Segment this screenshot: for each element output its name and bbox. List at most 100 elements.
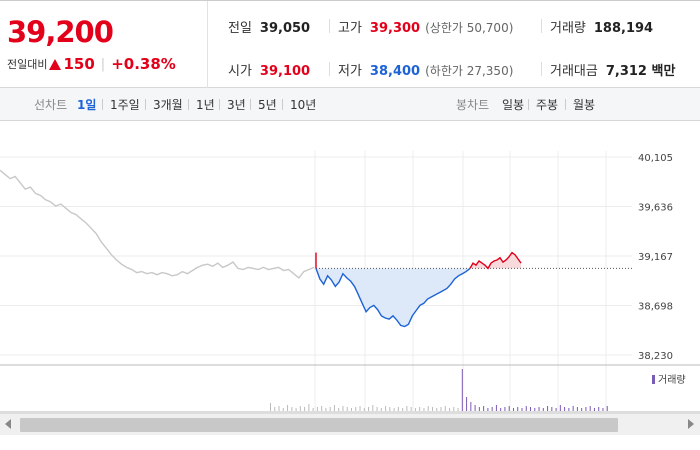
series-below-reference-line [315,267,471,328]
upper-limit: (상한가 50,700) [425,21,514,35]
high-value: 39,300 [369,21,421,36]
volume-bar [278,406,280,411]
volume-bar [333,405,335,411]
volume-bar [368,407,370,411]
intraday-price-chart[interactable]: 40,105 39,636 39,167 38,698 38,230 거래량 [0,121,700,413]
amount-cell: 거래대금 7,312 백만 [550,60,675,79]
up-triangle-icon [49,58,62,70]
toolbar-divider [250,99,251,110]
volume-bar [342,406,344,411]
volume-bar [572,406,574,411]
candle-monthly-button[interactable]: 월봉 [573,98,596,112]
volume-bar [453,407,455,411]
volume-bar [487,408,489,411]
volume-bar [568,408,570,411]
divider [329,19,330,33]
prev-close-label: 전일 [228,21,252,36]
volume-bar [564,407,566,411]
volume-bar [547,406,549,411]
volume-bar [466,397,468,411]
divider [541,62,542,76]
bottom-strip [0,435,700,450]
change-value: 150 [63,55,95,73]
volume-bar [410,407,412,411]
candle-daily-button[interactable]: 일봉 [502,98,525,112]
series-above-reference-line [469,251,522,270]
volume-bar [282,408,284,411]
volume-bar [363,408,365,411]
candle-weekly-button[interactable]: 주봉 [536,98,559,112]
volume-value: 188,194 [593,21,654,36]
open-value: 39,100 [259,64,311,79]
volume-bar [427,406,429,411]
volume-bar [316,407,318,411]
volume-bar [581,408,583,411]
volume-bar [346,407,348,411]
volume-bar [402,408,404,411]
volume-bar [576,407,578,411]
volume-bar [534,408,536,411]
volume-bar [380,408,382,411]
scrollbar-thumb[interactable] [20,418,618,432]
volume-bar [585,407,587,411]
toolbar-divider [219,99,220,110]
period-3month-button[interactable]: 3개월 [153,98,183,112]
volume-bar [444,406,446,411]
toolbar-divider [565,99,566,110]
volume-bar [521,408,523,411]
toolbar-divider [102,99,103,110]
volume-bar [329,407,331,411]
volume-bar [355,407,357,411]
below-reference-fill [316,268,470,327]
volume-bar [606,406,608,411]
amount-label: 거래대금 [550,64,598,79]
volume-bar [436,408,438,411]
y-axis-ticks: 40,105 39,636 39,167 38,698 38,230 [638,153,673,362]
open-cell: 시가 39,100 [228,60,310,79]
chart-scrollbar[interactable] [0,413,700,435]
volume-bar [508,406,510,411]
volume-bar [478,407,480,411]
change-row: 전일대비 150 | +0.38% [7,55,176,73]
divider [541,19,542,33]
volume-bars [270,369,608,411]
volume-bar [419,407,421,411]
lower-limit: (하한가 27,350) [425,64,514,78]
change-rate: +0.38% [111,55,176,73]
price-box: 39,200 전일대비 150 | +0.38% [0,1,208,88]
volume-bar [372,405,374,411]
volume-bar [359,406,361,411]
period-5year-button[interactable]: 5년 [258,98,277,112]
y-tick-label: 39,167 [638,252,673,263]
period-10year-button[interactable]: 10년 [290,98,317,112]
volume-bar [274,407,276,411]
volume-bar [542,408,544,411]
volume-bar [593,408,595,411]
volume-bar [389,407,391,411]
period-1year-button[interactable]: 1년 [196,98,215,112]
y-tick-label: 38,230 [638,351,673,362]
scroll-right-arrow-icon[interactable] [688,419,694,429]
y-tick-label: 39,636 [638,203,673,214]
volume-bar [491,407,493,411]
volume-bar [431,407,433,411]
low-cell: 저가 38,400 (하한가 27,350) [338,60,513,79]
divider [329,62,330,76]
series-previous-day-line [0,169,315,279]
volume-bar [538,407,540,411]
volume-bar [312,408,314,411]
amount-value: 7,312 백만 [605,64,676,79]
volume-bar [308,404,310,411]
volume-bar [470,402,472,411]
prev-close-cell: 전일 39,050 [228,17,310,36]
volume-legend-swatch [652,375,655,384]
period-3year-button[interactable]: 3년 [227,98,246,112]
volume-bar [325,408,327,411]
period-1week-button[interactable]: 1주일 [110,98,140,112]
volume-bar [414,408,416,411]
candle-chart-label: 봉차트 [456,98,490,112]
period-1day-button[interactable]: 1일 [77,98,97,112]
toolbar-divider [188,99,189,110]
scroll-left-arrow-icon[interactable] [5,419,11,429]
line-chart-label: 선차트 [34,98,68,112]
